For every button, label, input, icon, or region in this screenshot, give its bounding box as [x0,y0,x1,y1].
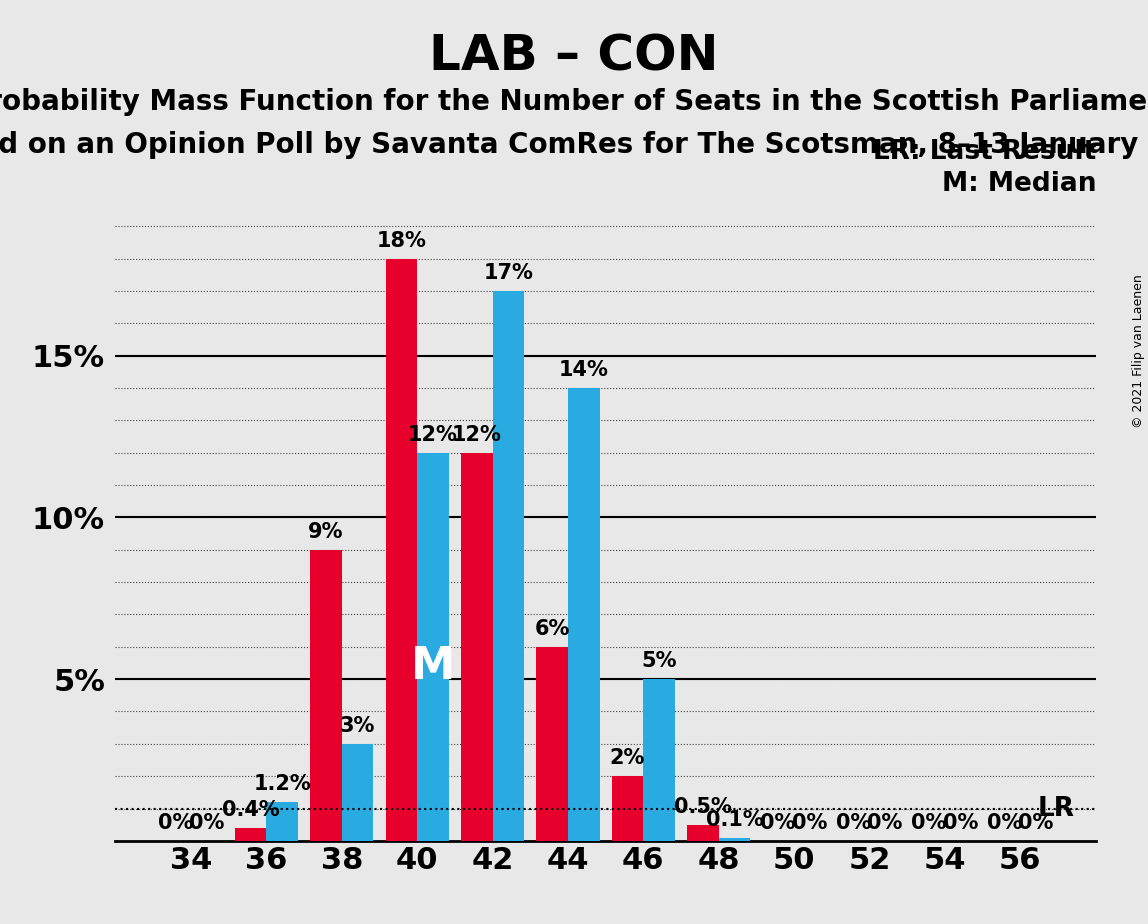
Bar [460,453,492,841]
Text: 0%: 0% [189,813,225,833]
Text: 12%: 12% [452,425,502,444]
Bar [342,744,373,841]
Bar [492,291,525,841]
Text: LAB – CON: LAB – CON [429,32,719,80]
Text: 9%: 9% [308,522,343,541]
Bar [719,837,751,841]
Bar [612,776,643,841]
Bar [687,824,719,841]
Bar [417,453,449,841]
Text: 0%: 0% [792,813,828,833]
Text: 6%: 6% [534,619,569,638]
Text: 0%: 0% [836,813,871,833]
Text: LR: LR [1038,796,1075,821]
Bar [568,388,599,841]
Text: 0.5%: 0.5% [674,796,731,817]
Text: 0%: 0% [943,813,978,833]
Text: 18%: 18% [377,231,426,250]
Bar [386,259,417,841]
Text: 0%: 0% [868,813,902,833]
Bar [643,679,675,841]
Text: Probability Mass Function for the Number of Seats in the Scottish Parliament: Probability Mass Function for the Number… [0,88,1148,116]
Text: 14%: 14% [559,360,608,380]
Text: 0%: 0% [760,813,796,833]
Bar [266,802,298,841]
Text: 1.2%: 1.2% [254,774,311,794]
Text: 0%: 0% [986,813,1022,833]
Text: 3%: 3% [340,716,375,736]
Bar [310,550,342,841]
Text: LR: Last Result: LR: Last Result [874,140,1096,165]
Text: 2%: 2% [610,748,645,768]
Text: © 2021 Filip van Laenen: © 2021 Filip van Laenen [1132,274,1146,428]
Text: Based on an Opinion Poll by Savanta ComRes for The Scotsman, 8–13 January 2021: Based on an Opinion Poll by Savanta ComR… [0,131,1148,159]
Bar [536,647,568,841]
Text: 0%: 0% [912,813,947,833]
Text: 12%: 12% [408,425,458,444]
Text: 0%: 0% [1018,813,1054,833]
Text: M: Median: M: Median [941,172,1096,198]
Text: 5%: 5% [642,651,677,671]
Text: 17%: 17% [483,263,534,283]
Text: 0.1%: 0.1% [706,809,763,830]
Text: M: M [411,645,455,687]
Text: 0.4%: 0.4% [222,800,279,820]
Text: 0%: 0% [157,813,193,833]
Bar [235,828,266,841]
